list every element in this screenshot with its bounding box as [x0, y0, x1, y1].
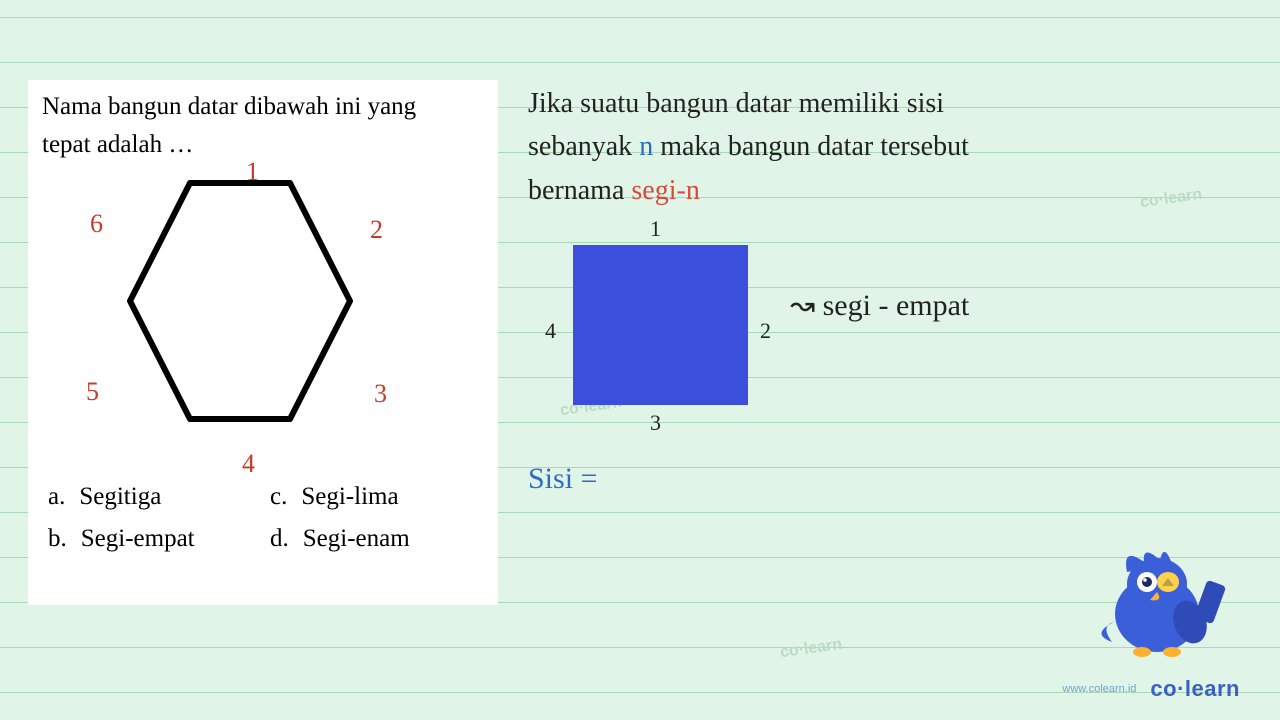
footer-url: www.colearn.id [1062, 683, 1136, 695]
hexagon-side-label-6: 6 [90, 209, 103, 239]
explain-line2b: maka bangun datar tersebut [653, 131, 969, 162]
square-example [573, 245, 748, 405]
hexagon-shape [90, 161, 390, 461]
mascot-icon [1072, 534, 1232, 674]
hexagon-figure: 1 2 3 4 5 6 [42, 167, 484, 477]
explain-n: n [639, 131, 653, 162]
explain-line1a: Jika suatu [528, 88, 646, 119]
square-side-label-3: 3 [650, 410, 661, 436]
hexagon-side-label-5: 5 [86, 377, 99, 407]
option-b[interactable]: b. Segi-empat [48, 525, 262, 553]
question-text: Nama bangun datar dibawah ini yang tepat… [42, 88, 484, 163]
question-panel: Nama bangun datar dibawah ini yang tepat… [28, 80, 498, 605]
square-side-label-4: 4 [545, 318, 556, 344]
explanation-text: Jika suatu bangun datar memiliki sisi se… [528, 82, 1268, 212]
option-a-text: Segitiga [79, 483, 161, 511]
square-side-label-1: 1 [650, 216, 661, 242]
option-d-text: Segi-enam [303, 525, 410, 553]
sisi-label: Sisi = [528, 462, 597, 496]
question-line-1: Nama bangun datar dibawah ini yang [42, 93, 416, 120]
option-b-text: Segi-empat [81, 525, 195, 553]
hexagon-side-label-1: 1 [246, 157, 259, 187]
option-letter: b. [48, 525, 67, 553]
square-side-label-2: 2 [760, 318, 771, 344]
option-letter: a. [48, 483, 65, 511]
explain-line1b: bangun datar memiliki sisi [646, 88, 944, 119]
explain-segi-n: segi-n [631, 175, 699, 206]
answer-options: a. Segitiga c. Segi-lima b. Segi-empat d… [42, 483, 484, 553]
footer: www.colearn.id co·learn [1062, 676, 1240, 702]
explain-line2a: sebanyak [528, 131, 639, 162]
hexagon-side-label-4: 4 [242, 449, 255, 479]
hexagon-side-label-2: 2 [370, 215, 383, 245]
option-c[interactable]: c. Segi-lima [270, 483, 484, 511]
option-letter: d. [270, 525, 289, 553]
question-line-2: tepat adalah … [42, 131, 193, 158]
explain-line3a: bernama [528, 175, 631, 206]
option-d[interactable]: d. Segi-enam [270, 525, 484, 553]
option-letter: c. [270, 483, 287, 511]
hexagon-side-label-3: 3 [374, 379, 387, 409]
option-c-text: Segi-lima [301, 483, 398, 511]
footer-brand: co·learn [1150, 676, 1240, 702]
square-result-label: ↝ segi - empat [790, 288, 969, 323]
option-a[interactable]: a. Segitiga [48, 483, 262, 511]
